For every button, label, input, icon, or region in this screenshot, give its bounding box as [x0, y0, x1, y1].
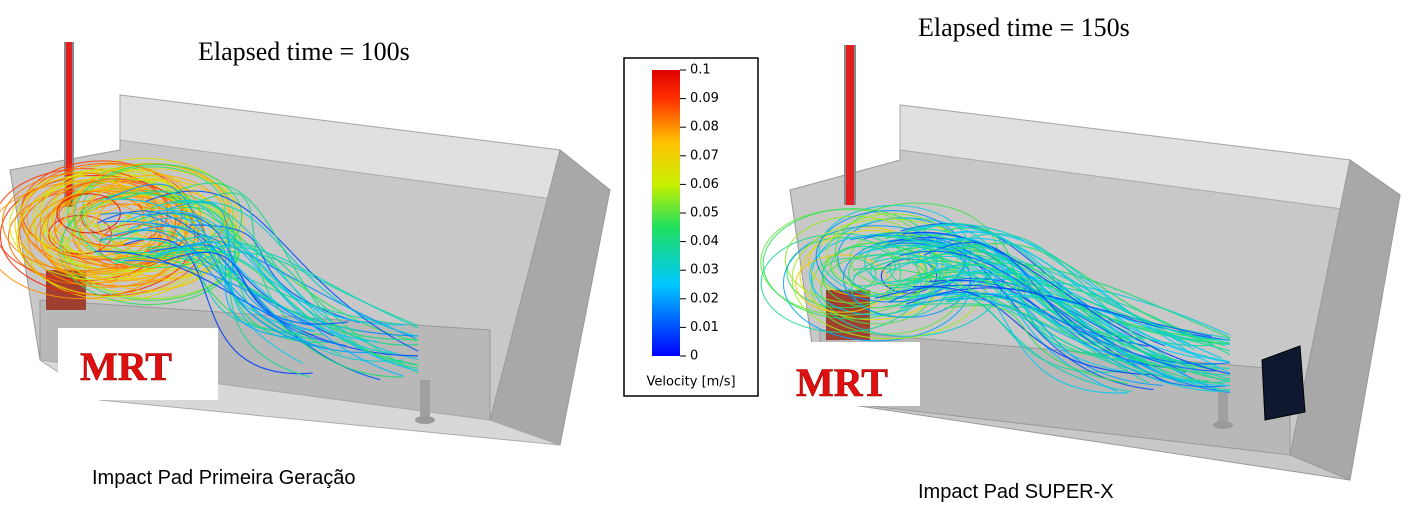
tick-label: 0.09: [690, 91, 719, 106]
watermark: MRT: [796, 360, 888, 405]
panel-title: Elapsed time = 150s: [918, 13, 1130, 42]
watermark: MRT: [80, 344, 172, 389]
tick-label: 0.1: [690, 63, 711, 78]
tick-label: 0.03: [690, 263, 719, 278]
tick-label: 0.06: [690, 177, 719, 192]
tick-label: 0.04: [690, 234, 719, 249]
tick-label: 0.05: [690, 206, 719, 221]
panel-title: Elapsed time = 100s: [198, 37, 410, 66]
tick-label: 0.07: [690, 148, 719, 163]
colorbar: [652, 70, 680, 356]
legend-box: [624, 58, 758, 396]
panel-caption: Impact Pad SUPER-X: [918, 481, 1114, 503]
panel-caption: Impact Pad Primeira Geração: [92, 467, 355, 489]
colorbar-label: Velocity [m/s]: [646, 375, 735, 390]
tick-label: 0: [690, 349, 698, 364]
tick-label: 0.08: [690, 120, 719, 135]
page: MRT MRT Elapsed time = 100s Elapsed time…: [0, 0, 1414, 508]
figure: MRT MRT Elapsed time = 100s Elapsed time…: [0, 0, 1414, 508]
right-tundish: [790, 45, 1400, 480]
tick-label: 0.02: [690, 291, 719, 306]
tick-label: 0.01: [690, 320, 719, 335]
